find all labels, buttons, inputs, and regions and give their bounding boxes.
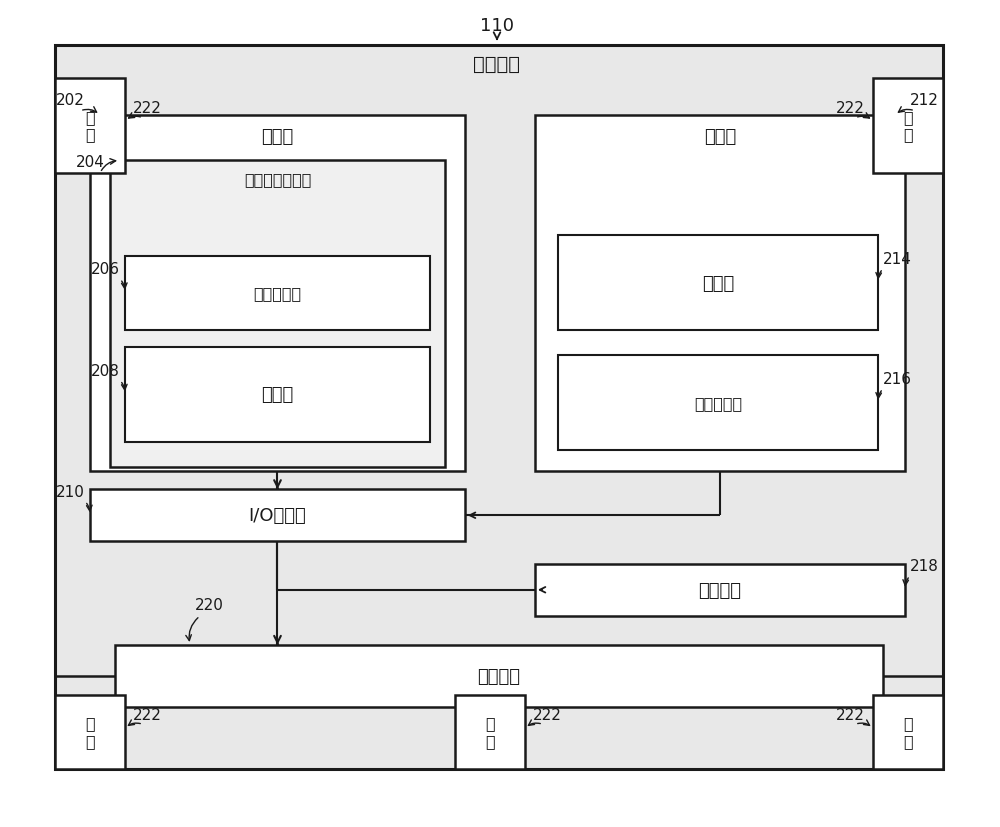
Text: 设置映射表: 设置映射表 xyxy=(694,395,742,411)
Bar xyxy=(873,79,943,174)
Text: 222: 222 xyxy=(133,707,162,722)
Bar xyxy=(55,695,125,769)
Text: 214: 214 xyxy=(883,251,912,266)
Bar xyxy=(55,45,943,769)
Text: 110: 110 xyxy=(480,17,514,36)
Text: I/O子系统: I/O子系统 xyxy=(249,507,306,524)
Text: 通信电路: 通信电路 xyxy=(478,667,520,685)
Text: 210: 210 xyxy=(56,484,85,500)
Text: 222: 222 xyxy=(133,101,162,116)
Text: 接
口: 接 口 xyxy=(85,110,95,142)
Text: 接
口: 接 口 xyxy=(85,715,95,748)
Text: 数据存储: 数据存储 xyxy=(698,581,742,599)
Bar xyxy=(535,116,905,471)
Text: 204: 204 xyxy=(76,155,105,170)
Text: 222: 222 xyxy=(836,101,865,116)
Bar xyxy=(55,79,125,174)
Bar xyxy=(125,347,430,442)
Bar xyxy=(90,490,465,542)
Bar xyxy=(558,236,878,331)
Text: 222: 222 xyxy=(836,707,865,722)
Text: 216: 216 xyxy=(883,371,912,386)
Bar xyxy=(535,564,905,616)
Text: 220: 220 xyxy=(195,597,224,612)
Bar xyxy=(455,695,525,769)
Text: 计算节点: 计算节点 xyxy=(474,55,520,74)
Text: 212: 212 xyxy=(910,93,939,108)
Text: 高速缓存存储器: 高速缓存存储器 xyxy=(244,172,311,187)
Text: 222: 222 xyxy=(533,707,562,722)
Text: 路由表: 路由表 xyxy=(702,275,734,292)
Text: 接
口: 接 口 xyxy=(903,110,913,142)
Text: 接
口: 接 口 xyxy=(485,715,495,748)
Bar xyxy=(115,645,883,707)
Text: 全局分区表: 全局分区表 xyxy=(253,286,302,301)
Bar xyxy=(110,161,445,467)
Text: 208: 208 xyxy=(91,363,120,378)
Bar xyxy=(125,256,430,331)
Text: 转发表: 转发表 xyxy=(261,386,294,404)
Bar xyxy=(558,356,878,451)
Text: 处理器: 处理器 xyxy=(261,127,294,146)
Text: 218: 218 xyxy=(910,558,939,574)
Bar xyxy=(90,116,465,471)
Text: 202: 202 xyxy=(56,93,85,108)
Text: 存储器: 存储器 xyxy=(704,127,736,146)
Text: 206: 206 xyxy=(91,262,120,277)
Bar xyxy=(873,695,943,769)
Text: 接
口: 接 口 xyxy=(903,715,913,748)
